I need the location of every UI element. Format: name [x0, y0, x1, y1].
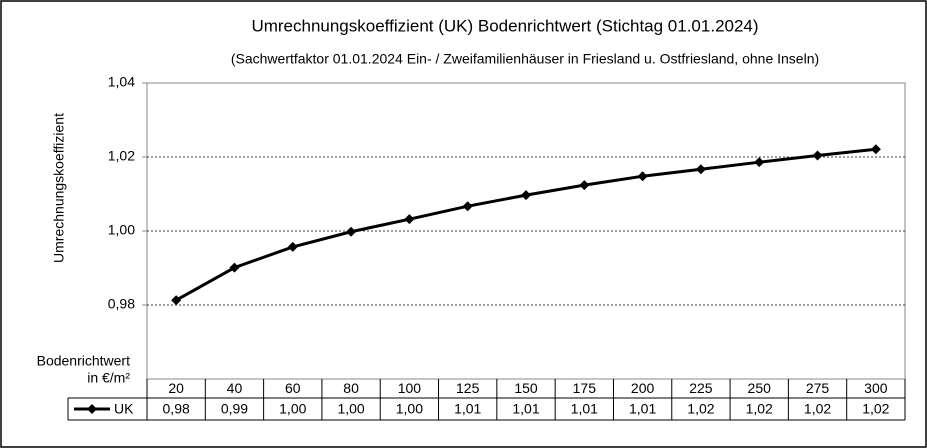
marker [521, 190, 531, 201]
x-tick-label: 40 [227, 380, 243, 396]
data-table-value: 1,02 [746, 401, 773, 417]
data-table-value: 1,02 [862, 401, 889, 417]
x-tick-label: 60 [285, 380, 301, 396]
data-table-value: 1,00 [279, 401, 306, 417]
marker [171, 295, 182, 306]
chart-title: Umrechnungskoeffizient (UK) Bodenrichtwe… [251, 16, 758, 35]
y-tick-label: 1,02 [108, 148, 135, 164]
y-tick-label: 0,98 [108, 296, 135, 312]
x-tick-label: 250 [748, 380, 772, 396]
marker [637, 171, 648, 182]
data-table-value: 1,01 [571, 401, 598, 417]
data-table-value: 0,98 [163, 401, 190, 417]
marker [579, 180, 590, 191]
x-tick-label: 150 [514, 380, 538, 396]
marker [346, 226, 357, 237]
y-tick-label: 1,04 [108, 74, 135, 90]
x-tick-label: 275 [806, 380, 830, 396]
marker [462, 201, 473, 212]
x-tick-label: 80 [343, 380, 359, 396]
marker [287, 241, 298, 252]
chart-subtitle: (Sachwertfaktor 01.01.2024 Ein- / Zweifa… [231, 51, 819, 67]
marker [404, 214, 415, 225]
data-table-value: 1,01 [454, 401, 481, 417]
x-tick-label: 300 [864, 380, 888, 396]
x-tick-label: 225 [689, 380, 713, 396]
data-table-value: 1,02 [804, 401, 831, 417]
data-table-value: 1,00 [396, 401, 423, 417]
x-tick-label: 20 [168, 380, 184, 396]
data-table-value: 1,01 [629, 401, 656, 417]
marker [695, 164, 706, 175]
marker [229, 262, 240, 273]
x-tick-label: 125 [456, 380, 480, 396]
y-axis-label: Umrechnungskoeffizient [51, 113, 67, 263]
x-axis-label: in €/m² [87, 370, 130, 386]
x-tick-label: 100 [398, 380, 422, 396]
marker [754, 157, 765, 168]
x-tick-label: 175 [573, 380, 597, 396]
data-table-value: 1,02 [687, 401, 714, 417]
y-tick-label: 1,00 [108, 222, 135, 238]
marker [812, 150, 823, 161]
x-tick-label: 200 [631, 380, 655, 396]
x-axis-label: Bodenrichtwert [37, 353, 130, 369]
legend-marker [87, 404, 97, 414]
data-table-value: 1,01 [512, 401, 539, 417]
legend-label: UK [114, 401, 134, 417]
data-table-value: 0,99 [221, 401, 248, 417]
marker [870, 144, 881, 155]
data-table-value: 1,00 [337, 401, 364, 417]
